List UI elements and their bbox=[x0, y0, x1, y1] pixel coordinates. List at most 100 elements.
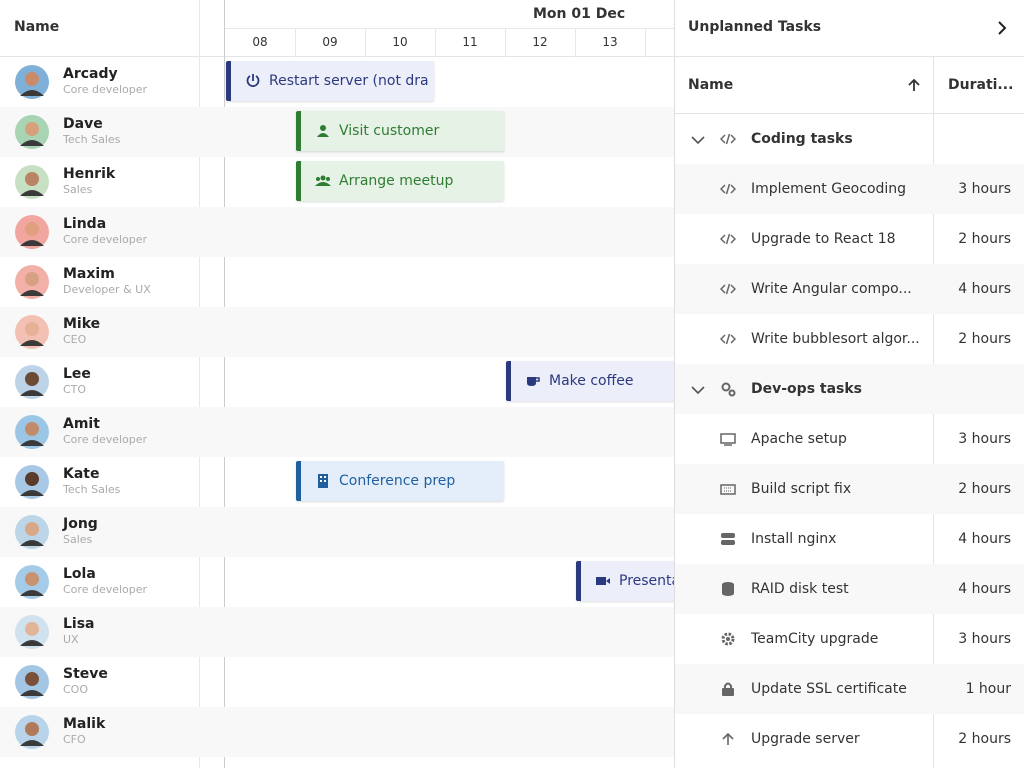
avatar bbox=[15, 215, 49, 249]
task-name[interactable]: RAID disk test bbox=[751, 581, 849, 597]
hour-label: 11 bbox=[462, 35, 478, 49]
event[interactable]: Restart server (not dra bbox=[226, 61, 434, 101]
task-icon bbox=[722, 682, 734, 696]
event-text: Presenta bbox=[619, 573, 681, 589]
task-duration: 2 hours bbox=[958, 331, 1011, 347]
row-background bbox=[0, 607, 674, 657]
row-background bbox=[675, 164, 1024, 214]
expand-toggle[interactable] bbox=[690, 132, 706, 148]
task-duration: 4 hours bbox=[958, 581, 1011, 597]
resource-name: Kate bbox=[63, 466, 100, 482]
avatar bbox=[15, 415, 49, 449]
avatar bbox=[15, 665, 49, 699]
task-name[interactable]: Update SSL certificate bbox=[751, 681, 907, 697]
divider bbox=[295, 29, 296, 57]
task-name[interactable]: Build script fix bbox=[751, 481, 852, 497]
task-name[interactable]: Implement Geocoding bbox=[751, 181, 907, 197]
avatar bbox=[15, 165, 49, 199]
expand-toggle[interactable] bbox=[690, 382, 706, 398]
hour-label: 10 bbox=[392, 35, 408, 49]
avatar bbox=[15, 65, 49, 99]
event-icon bbox=[246, 74, 260, 87]
resource-role: CFO bbox=[63, 733, 86, 746]
avatar bbox=[15, 565, 49, 599]
resource-role: COO bbox=[63, 683, 88, 696]
column-header[interactable]: Name bbox=[688, 77, 734, 93]
resource-name: Henrik bbox=[63, 166, 116, 182]
task-name[interactable]: Install nginx bbox=[751, 531, 837, 547]
collapse-button[interactable] bbox=[994, 20, 1010, 36]
row-background bbox=[675, 464, 1024, 514]
row-background bbox=[0, 207, 674, 257]
resource-name: Maxim bbox=[63, 266, 115, 282]
divider bbox=[365, 29, 366, 57]
task-name[interactable]: Upgrade server bbox=[751, 731, 860, 747]
column-header[interactable]: Name bbox=[14, 19, 60, 35]
group-name[interactable]: Dev-ops tasks bbox=[751, 381, 863, 397]
event-icon bbox=[315, 175, 331, 186]
divider bbox=[575, 29, 576, 57]
task-name[interactable]: Write bubblesort algor... bbox=[751, 331, 920, 347]
resource-name: Dave bbox=[63, 116, 103, 132]
column-header[interactable]: Durati... bbox=[948, 77, 1014, 93]
task-icon bbox=[720, 183, 736, 195]
task-icon bbox=[720, 233, 736, 245]
task-duration: 4 hours bbox=[958, 531, 1011, 547]
task-duration: 3 hours bbox=[958, 181, 1011, 197]
group-name[interactable]: Coding tasks bbox=[751, 131, 853, 147]
resource-name: Steve bbox=[63, 666, 108, 682]
grid-header bbox=[0, 0, 674, 57]
task-duration: 2 hours bbox=[958, 481, 1011, 497]
row-background bbox=[0, 407, 674, 457]
resource-role: Core developer bbox=[63, 433, 148, 446]
row-background bbox=[0, 707, 674, 757]
resource-name: Linda bbox=[63, 216, 107, 232]
event[interactable]: Arrange meetup bbox=[296, 161, 504, 201]
divider bbox=[505, 29, 506, 57]
task-duration: 3 hours bbox=[958, 431, 1011, 447]
task-icon bbox=[720, 484, 736, 495]
resource-role: UX bbox=[63, 633, 79, 646]
task-icon bbox=[721, 632, 735, 646]
divider bbox=[225, 28, 674, 29]
date-header: Mon 01 Dec bbox=[533, 6, 626, 22]
splitter[interactable] bbox=[224, 0, 225, 768]
avatar bbox=[15, 115, 49, 149]
event[interactable]: Presenta bbox=[576, 561, 686, 601]
task-name[interactable]: Upgrade to React 18 bbox=[751, 231, 896, 247]
resource-role: Tech Sales bbox=[63, 483, 121, 496]
resource-role: CEO bbox=[63, 333, 87, 346]
task-name[interactable]: Write Angular compo... bbox=[751, 281, 912, 297]
resource-name: Lee bbox=[63, 366, 91, 382]
resource-name: Jong bbox=[63, 516, 98, 532]
row-background bbox=[0, 507, 674, 557]
task-name[interactable]: Apache setup bbox=[751, 431, 847, 447]
event-text: Restart server (not dra bbox=[269, 73, 429, 89]
avatar bbox=[15, 715, 49, 749]
avatar bbox=[15, 515, 49, 549]
avatar bbox=[15, 615, 49, 649]
resource-name: Malik bbox=[63, 716, 106, 732]
divider bbox=[645, 29, 646, 57]
task-duration: 3 hours bbox=[958, 631, 1011, 647]
task-icon bbox=[720, 333, 736, 345]
event[interactable]: Make coffee bbox=[506, 361, 686, 401]
resource-role: Developer & UX bbox=[63, 283, 151, 296]
hour-label: 13 bbox=[602, 35, 618, 49]
avatar bbox=[15, 365, 49, 399]
event[interactable]: Visit customer bbox=[296, 111, 504, 151]
sort-icon[interactable] bbox=[906, 77, 922, 93]
task-icon bbox=[720, 283, 736, 295]
task-name[interactable]: TeamCity upgrade bbox=[751, 631, 879, 647]
task-duration: 2 hours bbox=[958, 731, 1011, 747]
row-background bbox=[675, 364, 1024, 414]
event-text: Arrange meetup bbox=[339, 173, 454, 189]
event-icon bbox=[527, 377, 540, 386]
event-text: Visit customer bbox=[339, 123, 440, 139]
resource-name: Arcady bbox=[63, 66, 118, 82]
divider bbox=[435, 29, 436, 57]
event[interactable]: Conference prep bbox=[296, 461, 504, 501]
avatar bbox=[15, 315, 49, 349]
resource-role: Sales bbox=[63, 183, 93, 196]
task-duration: 2 hours bbox=[958, 231, 1011, 247]
